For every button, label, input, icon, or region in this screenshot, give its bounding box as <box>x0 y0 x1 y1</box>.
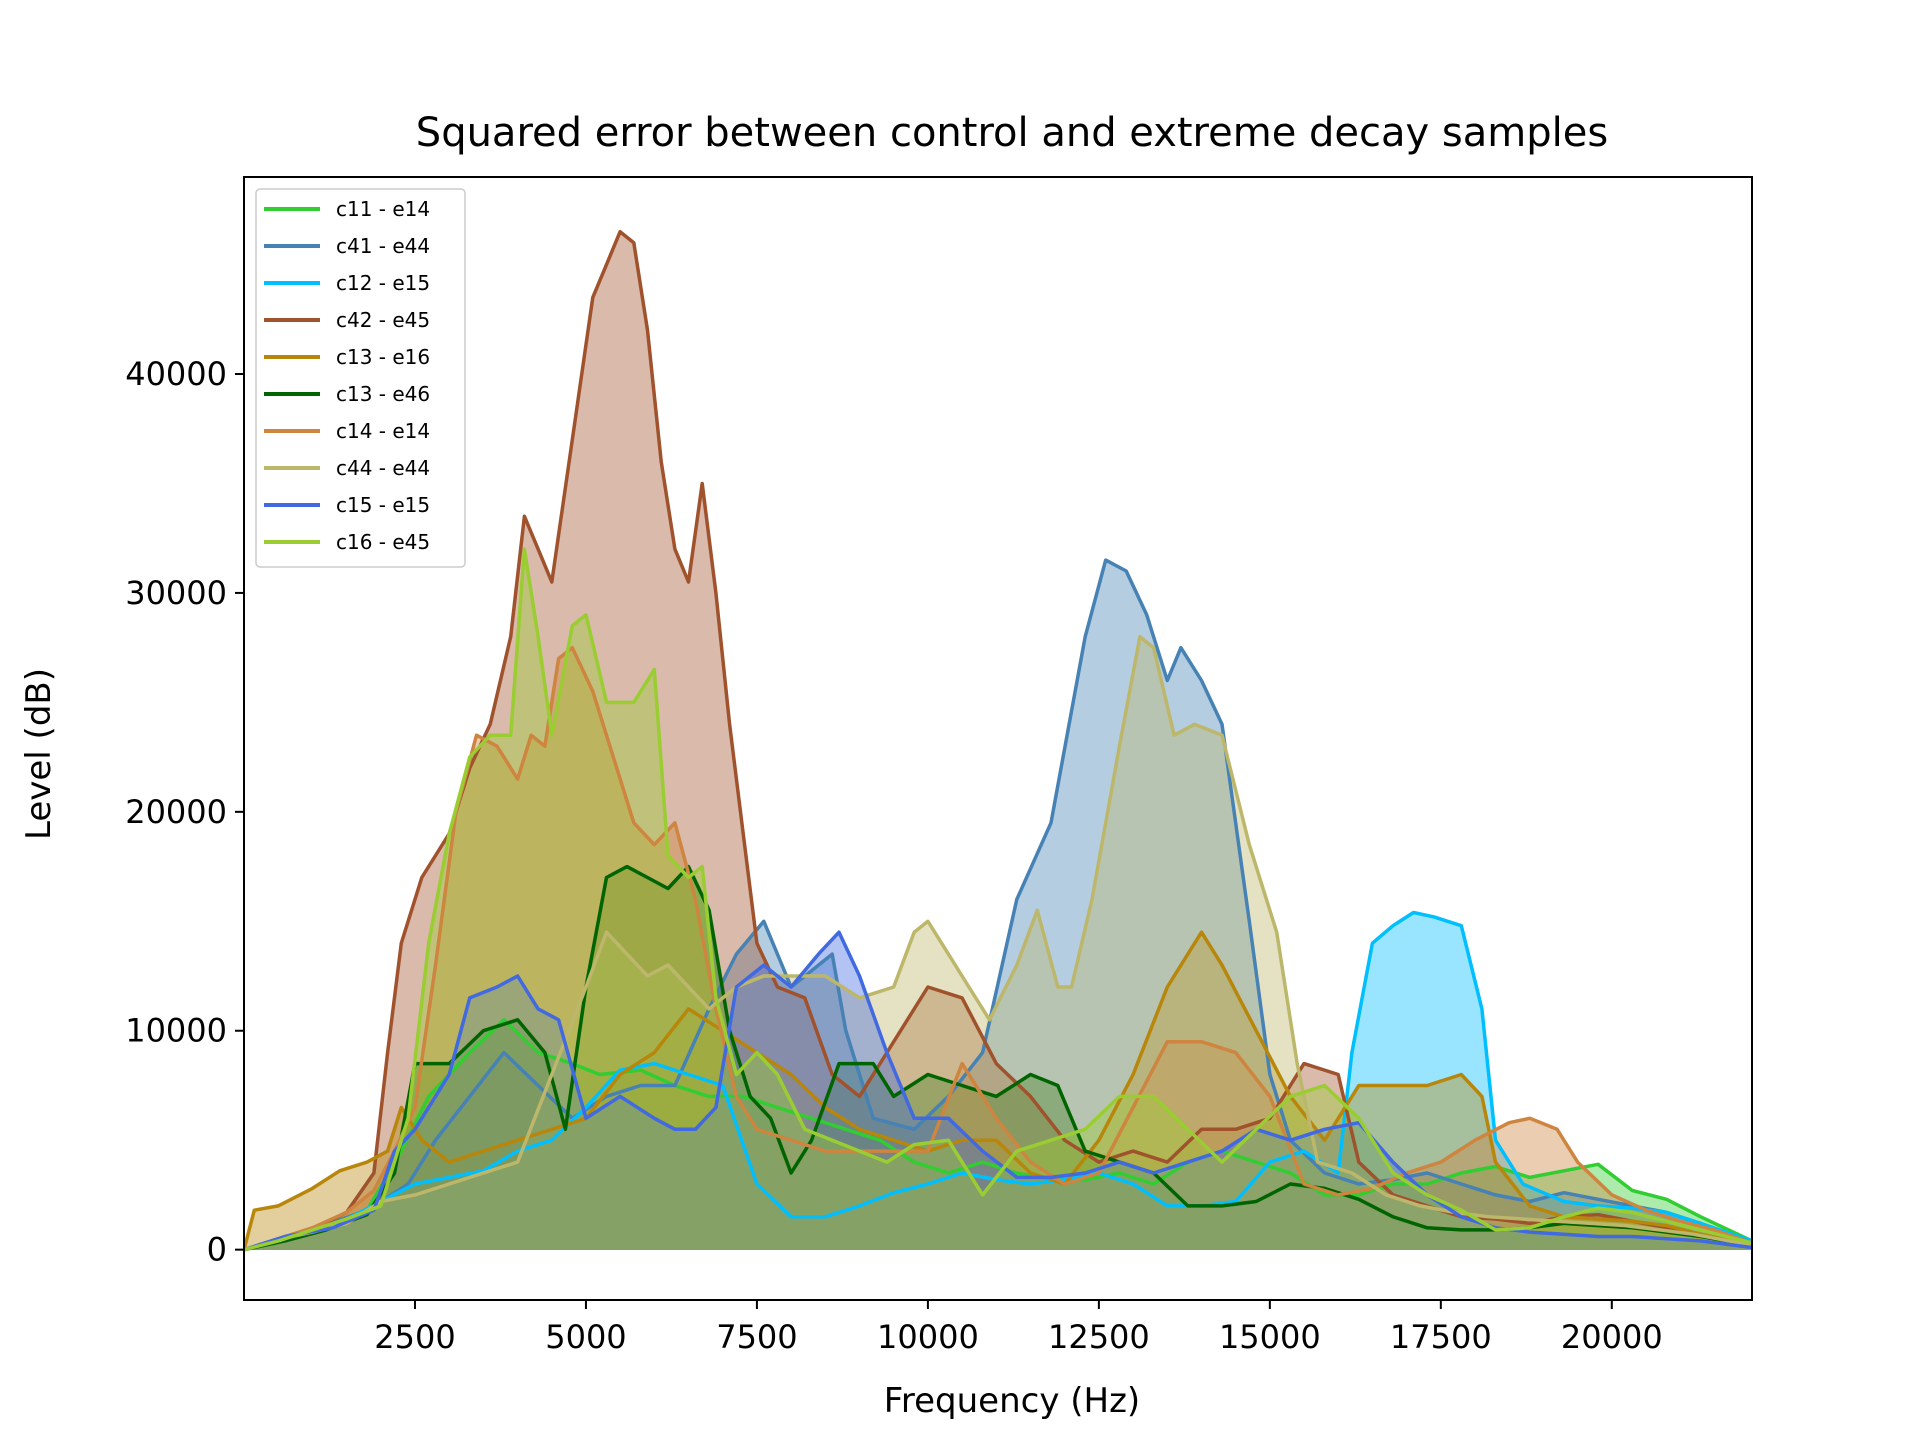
x-tick-label: 12500 <box>1048 1318 1150 1356</box>
series-line-0 <box>244 1018 1752 1252</box>
series-area-5 <box>244 866 1752 1250</box>
x-tick-label: 15000 <box>1219 1318 1321 1356</box>
series-area-1 <box>244 560 1752 1250</box>
legend-label: c11 - e14 <box>336 197 430 221</box>
legend-label: c14 - e14 <box>336 419 430 443</box>
axis-ticks: 2500 5000 7500 10000 12500 15000 17500 20000 0 10… <box>125 355 1662 1356</box>
series-area-8 <box>244 932 1752 1250</box>
series-lines <box>244 229 1752 1252</box>
x-tick-label: 2500 <box>374 1318 455 1356</box>
legend-label: c42 - e45 <box>336 308 430 332</box>
x-tick-label: 7500 <box>716 1318 797 1356</box>
y-tick-label: 0 <box>207 1231 227 1269</box>
y-tick-label: 20000 <box>125 793 227 831</box>
series-area-6 <box>244 647 1752 1250</box>
legend-label: c41 - e44 <box>336 234 430 258</box>
series-line-5 <box>244 864 1752 1252</box>
x-tick-label: 5000 <box>545 1318 626 1356</box>
legend-label: c15 - e15 <box>336 493 430 517</box>
y-tick-label: 10000 <box>125 1012 227 1050</box>
chart-title: Squared error between control and extrem… <box>416 110 1608 156</box>
x-tick-label: 20000 <box>1561 1318 1663 1356</box>
x-tick-label: 10000 <box>877 1318 979 1356</box>
x-axis-label: Frequency (Hz) <box>884 1381 1140 1421</box>
legend-label: c12 - e15 <box>336 271 430 295</box>
series-area-2 <box>244 912 1752 1250</box>
legend-label: c16 - e45 <box>336 530 430 554</box>
series-line-9 <box>244 547 1752 1252</box>
series-area-3 <box>244 231 1752 1250</box>
y-axis-label: Level (dB) <box>19 668 59 840</box>
series-line-7 <box>244 634 1752 1252</box>
legend-label: c13 - e46 <box>336 382 430 406</box>
x-tick-label: 17500 <box>1390 1318 1492 1356</box>
series-area-0 <box>244 1019 1752 1250</box>
y-tick-label: 40000 <box>125 355 227 393</box>
legend-label: c13 - e16 <box>336 345 430 369</box>
legend: c11 - e14 c41 - e44 c12 - e15 c42 - e45 c13 … <box>255 188 466 568</box>
series-line-4 <box>244 930 1752 1251</box>
series-line-8 <box>244 930 1752 1252</box>
plot-frame <box>243 176 1753 1301</box>
legend-label: c44 - e44 <box>336 456 430 480</box>
series-line-2 <box>244 910 1752 1252</box>
y-tick-label: 30000 <box>125 574 227 612</box>
series-area-4 <box>244 932 1752 1250</box>
